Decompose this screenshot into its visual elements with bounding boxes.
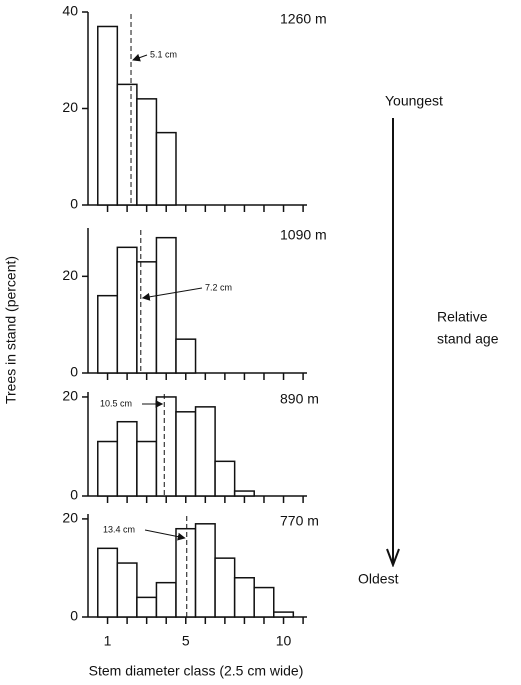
y-tick-label: 0	[70, 364, 78, 380]
bar	[155, 131, 177, 206]
bar	[136, 596, 158, 618]
bar	[273, 611, 295, 618]
bar	[214, 460, 236, 497]
bar	[136, 261, 158, 374]
x-tick-label: 1	[104, 633, 112, 649]
x-tick-label: 10	[276, 633, 292, 649]
bar	[155, 236, 177, 374]
panel-title: 1260 m	[280, 11, 327, 27]
y-tick-label: 20	[62, 99, 78, 115]
y-tick-label: 0	[70, 608, 78, 624]
panel-title: 1090 m	[280, 227, 327, 243]
y-tick-label: 20	[62, 388, 78, 404]
bar	[175, 411, 197, 497]
age-top: Youngest	[385, 93, 443, 109]
mean-label: 7.2 cm	[205, 282, 232, 292]
age-label: stand age	[437, 331, 499, 347]
x-tick-label: 5	[182, 633, 190, 649]
bar	[97, 440, 119, 497]
bar	[175, 338, 197, 374]
bar	[97, 25, 119, 206]
age-bottom: Oldest	[358, 571, 399, 587]
bar	[116, 420, 138, 497]
bar	[233, 490, 255, 497]
bar	[136, 440, 158, 497]
bar	[175, 527, 197, 618]
mean-label: 5.1 cm	[150, 49, 177, 59]
bar	[194, 523, 216, 618]
mean-label: 13.4 cm	[103, 524, 135, 534]
bar	[214, 557, 236, 618]
age-label: Relative	[437, 309, 488, 325]
y-tick-label: 20	[62, 510, 78, 526]
bar	[116, 246, 138, 374]
y-tick-label: 40	[62, 3, 78, 19]
bar	[97, 547, 119, 618]
y-tick-label: 20	[62, 267, 78, 283]
panel-title: 770 m	[280, 513, 319, 529]
mean-arrow	[132, 53, 148, 62]
bar	[136, 98, 158, 206]
y-tick-label: 0	[70, 196, 78, 212]
mean-label: 10.5 cm	[100, 398, 132, 408]
bar	[116, 562, 138, 618]
x-axis-label: Stem diameter class (2.5 cm wide)	[89, 663, 304, 679]
bar	[155, 581, 177, 618]
mean-arrow	[141, 287, 203, 301]
bar	[233, 577, 255, 618]
bar	[194, 406, 216, 497]
bar	[253, 586, 275, 618]
y-tick-label: 0	[70, 487, 78, 503]
panel-title: 890 m	[280, 391, 319, 407]
y-axis-label: Trees in stand (percent)	[3, 256, 19, 404]
bar	[155, 396, 177, 497]
mean-arrow	[144, 529, 186, 541]
bar	[116, 83, 138, 206]
bar	[97, 294, 119, 374]
